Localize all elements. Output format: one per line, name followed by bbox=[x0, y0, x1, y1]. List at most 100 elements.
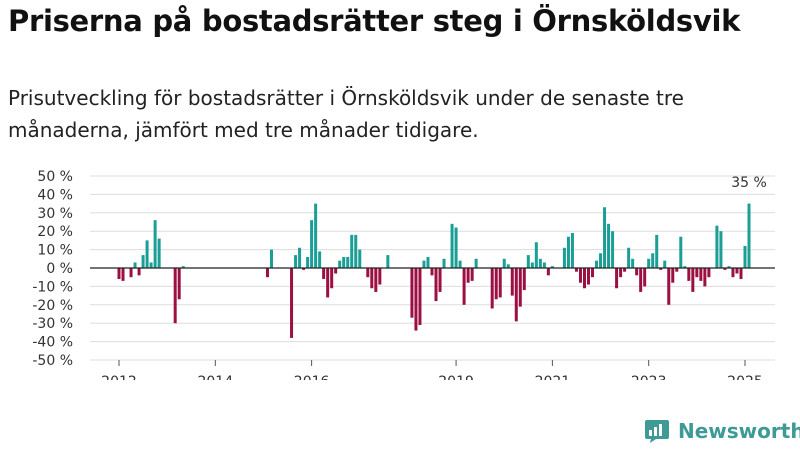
bar bbox=[462, 268, 466, 305]
bar bbox=[615, 268, 619, 289]
bar bbox=[703, 268, 707, 287]
bar bbox=[290, 268, 294, 338]
bar bbox=[639, 268, 643, 292]
bar bbox=[494, 268, 498, 300]
bars bbox=[117, 203, 751, 338]
bar bbox=[370, 268, 374, 289]
bar bbox=[562, 247, 566, 268]
bar bbox=[731, 268, 735, 278]
newsworthy-logo-icon bbox=[645, 420, 669, 443]
bar bbox=[691, 268, 695, 292]
x-tick-label: 2016 bbox=[294, 374, 330, 380]
bar bbox=[667, 268, 671, 305]
bar bbox=[739, 268, 743, 280]
x-tick-label: 2019 bbox=[438, 374, 474, 380]
bar bbox=[683, 266, 687, 268]
bar bbox=[177, 268, 181, 300]
bar bbox=[663, 260, 667, 268]
bar bbox=[578, 268, 582, 283]
bar bbox=[735, 268, 739, 274]
chart-subtitle: Prisutveckling för bostadsrätter i Örnsk… bbox=[8, 86, 684, 142]
bar bbox=[149, 262, 153, 268]
bar bbox=[655, 234, 659, 268]
bar bbox=[181, 266, 185, 268]
y-tick-label: 30 % bbox=[37, 206, 73, 222]
bar bbox=[635, 268, 639, 276]
bar bbox=[153, 220, 157, 268]
bar bbox=[695, 268, 699, 278]
bar bbox=[542, 262, 546, 268]
bar bbox=[671, 268, 675, 283]
bar bbox=[438, 268, 442, 292]
bar bbox=[426, 256, 430, 268]
y-tick-label: 40 % bbox=[37, 187, 73, 203]
bar bbox=[269, 249, 273, 268]
bar bbox=[747, 203, 751, 268]
bar bbox=[117, 268, 121, 280]
bar bbox=[719, 231, 723, 268]
y-tick-label: -40 % bbox=[32, 335, 73, 351]
bar bbox=[454, 227, 458, 268]
chart-title: Priserna på bostadsrätter steg i Örnsköl… bbox=[8, 4, 741, 38]
bar bbox=[498, 268, 502, 298]
bar bbox=[374, 268, 378, 292]
bar bbox=[310, 220, 314, 268]
bar bbox=[294, 255, 298, 268]
bar bbox=[546, 268, 550, 276]
bar bbox=[366, 268, 370, 278]
bar bbox=[675, 268, 679, 272]
bar bbox=[623, 268, 627, 272]
bar bbox=[458, 260, 462, 268]
bar bbox=[137, 268, 141, 276]
bar bbox=[350, 234, 354, 268]
bar bbox=[490, 268, 494, 309]
last-value-label: 35 % bbox=[731, 175, 767, 191]
newsworthy-logo: Newsworthy bbox=[644, 417, 800, 445]
bar bbox=[647, 258, 651, 268]
bar bbox=[322, 268, 326, 280]
bar bbox=[121, 268, 125, 281]
bar bbox=[743, 245, 747, 268]
bar bbox=[330, 268, 334, 289]
bar bbox=[502, 258, 506, 268]
bar bbox=[707, 268, 711, 278]
bar bbox=[538, 258, 542, 268]
bar bbox=[418, 268, 422, 326]
bar bbox=[354, 234, 358, 268]
bar bbox=[326, 268, 330, 298]
bar bbox=[587, 268, 590, 285]
bar bbox=[474, 258, 478, 268]
bar bbox=[466, 268, 470, 283]
bar bbox=[422, 260, 426, 268]
y-tick-label: 50 % bbox=[37, 169, 73, 185]
bar bbox=[410, 268, 414, 318]
bar bbox=[715, 225, 719, 268]
y-tick-label: 0 % bbox=[46, 261, 73, 277]
bar bbox=[550, 266, 554, 268]
bar bbox=[510, 268, 514, 296]
bar bbox=[133, 262, 137, 268]
bar bbox=[627, 247, 631, 268]
bar bbox=[599, 253, 603, 268]
bar bbox=[386, 255, 390, 268]
bar bbox=[414, 268, 418, 331]
bar bbox=[574, 268, 578, 272]
bar bbox=[631, 258, 635, 268]
bar bbox=[699, 268, 703, 281]
x-tick-label: 2014 bbox=[197, 374, 233, 380]
bar bbox=[450, 223, 454, 268]
bar bbox=[358, 249, 362, 268]
x-tick-label: 2021 bbox=[535, 374, 571, 380]
bar bbox=[518, 268, 522, 307]
bar bbox=[173, 268, 177, 324]
y-tick-label: -10 % bbox=[32, 279, 73, 295]
bar bbox=[611, 231, 615, 268]
bar bbox=[378, 268, 382, 285]
bar bbox=[306, 256, 310, 268]
bar bbox=[530, 262, 534, 268]
bar bbox=[334, 268, 338, 274]
bar bbox=[566, 236, 570, 268]
bar bbox=[526, 255, 530, 268]
bar bbox=[591, 268, 595, 278]
x-tick-label: 2012 bbox=[101, 374, 137, 380]
